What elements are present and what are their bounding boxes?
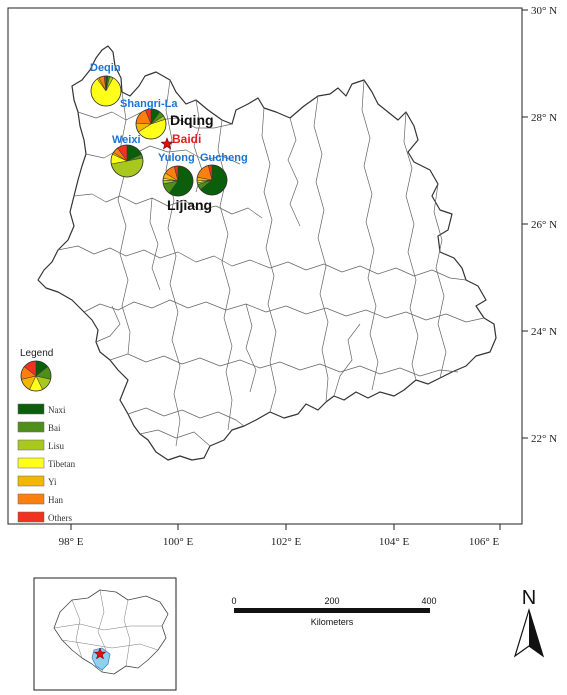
- county-boundary: [85, 145, 241, 165]
- place-label-weixi: Weixi: [112, 134, 141, 146]
- legend-label-lisu: Lisu: [48, 441, 65, 451]
- lat-tick-label: 28° N: [531, 112, 557, 124]
- county-boundary: [109, 353, 459, 377]
- county-boundary: [245, 303, 257, 393]
- county-boundary: [149, 197, 161, 291]
- legend-label-han: Han: [48, 495, 63, 505]
- lon-tick-label: 106° E: [469, 536, 500, 548]
- place-label-shangri-la: Shangri-La: [120, 98, 178, 110]
- legend-swatch-others: [17, 511, 45, 523]
- county-boundary: [127, 407, 245, 427]
- legend-swatch-bai: [17, 421, 45, 433]
- north-label: N: [522, 587, 536, 609]
- county-boundary: [165, 79, 181, 447]
- county-boundary: [361, 79, 379, 391]
- county-boundary: [95, 305, 121, 343]
- legend: Legend Naxi Bai Lisu Tibetan Yi Han Others: [17, 348, 76, 523]
- lon-tick-label: 100° E: [163, 536, 194, 548]
- scale-unit-label: Kilometers: [311, 617, 354, 627]
- baidi-star-icon: [160, 137, 174, 150]
- pie-outline: [162, 165, 194, 197]
- scale-bar-line: [234, 608, 430, 613]
- province-map: [37, 45, 497, 461]
- legend-sample-pie: [20, 360, 52, 392]
- county-boundary: [333, 323, 361, 397]
- lon-tick-label: 98° E: [59, 536, 84, 548]
- place-label-gucheng: Gucheng: [200, 152, 248, 164]
- lat-tick-label: 24° N: [531, 326, 557, 338]
- province-line: [123, 599, 131, 667]
- county-boundary: [117, 91, 131, 355]
- legend-label-others: Others: [48, 513, 72, 523]
- legend-label-bai: Bai: [48, 423, 61, 433]
- inset-star-icon: [93, 647, 107, 660]
- county-boundary: [313, 95, 329, 403]
- pie-gucheng: [196, 164, 228, 196]
- inset-map: [33, 577, 177, 691]
- county-boundaries: [57, 79, 485, 447]
- county-boundary: [57, 245, 467, 281]
- legend-swatch-lisu: [17, 439, 45, 451]
- legend-swatch-naxi: [17, 403, 45, 415]
- lon-tick-label: 104° E: [379, 536, 410, 548]
- place-label-yulong: Yulong: [158, 152, 195, 164]
- lon-tick-label: 102° E: [271, 536, 302, 548]
- legend-label-naxi: Naxi: [48, 405, 66, 415]
- pie-outline: [135, 108, 167, 140]
- legend-label-yi: Yi: [48, 477, 57, 487]
- scale-tick-label: 200: [324, 596, 339, 606]
- pie-outline: [20, 360, 52, 392]
- pie-outline: [196, 164, 228, 196]
- legend-label-tibetan: Tibetan: [48, 459, 76, 469]
- province-line: [71, 599, 83, 659]
- county-boundary: [73, 193, 263, 219]
- pie-yulong: [162, 165, 194, 197]
- place-label-deqin: Deqin: [90, 62, 121, 74]
- county-boundary: [433, 183, 447, 379]
- lat-tick-label: 22° N: [531, 433, 557, 445]
- legend-pie: [20, 360, 52, 392]
- county-boundary: [261, 107, 277, 413]
- north-arrow: N: [513, 587, 545, 658]
- lat-tick-label: 30° N: [531, 5, 557, 17]
- county-boundary: [403, 111, 419, 381]
- place-labels: Deqin Shangri-La Weixi Yulong Gucheng Di…: [90, 62, 248, 213]
- county-boundary: [139, 429, 211, 447]
- county-boundary: [83, 299, 485, 323]
- north-arrow-shade: [529, 610, 543, 656]
- region-label-lijiang: Lijiang: [167, 197, 212, 213]
- pie-shangri-la: [135, 108, 167, 140]
- place-label-baidi: Baidi: [172, 132, 201, 146]
- legend-items: Naxi Bai Lisu Tibetan Yi Han Others: [17, 403, 76, 523]
- province-line: [61, 639, 159, 651]
- legend-swatch-yi: [17, 475, 45, 487]
- legend-title: Legend: [20, 348, 53, 359]
- pie-weixi: [110, 144, 144, 178]
- pie-outline: [110, 144, 144, 178]
- legend-swatch-han: [17, 493, 45, 505]
- lon-axis: 98° E 100° E 102° E 104° E 106° E: [59, 524, 501, 548]
- scale-tick-label: 400: [421, 596, 436, 606]
- lat-tick-label: 26° N: [531, 219, 557, 231]
- pie-charts: [90, 75, 228, 197]
- region-label-diqing: Diqing: [170, 112, 214, 128]
- county-boundary: [287, 117, 301, 227]
- lat-axis: 30° N 28° N 26° N 24° N 22° N: [522, 5, 557, 445]
- pie-outline: [90, 75, 122, 107]
- province-line: [53, 623, 162, 631]
- scale-bar: 0 200 400 Kilometers: [231, 596, 436, 627]
- legend-swatch-tibetan: [17, 457, 45, 469]
- pie-deqin: [90, 75, 122, 107]
- scale-tick-label: 0: [231, 596, 236, 606]
